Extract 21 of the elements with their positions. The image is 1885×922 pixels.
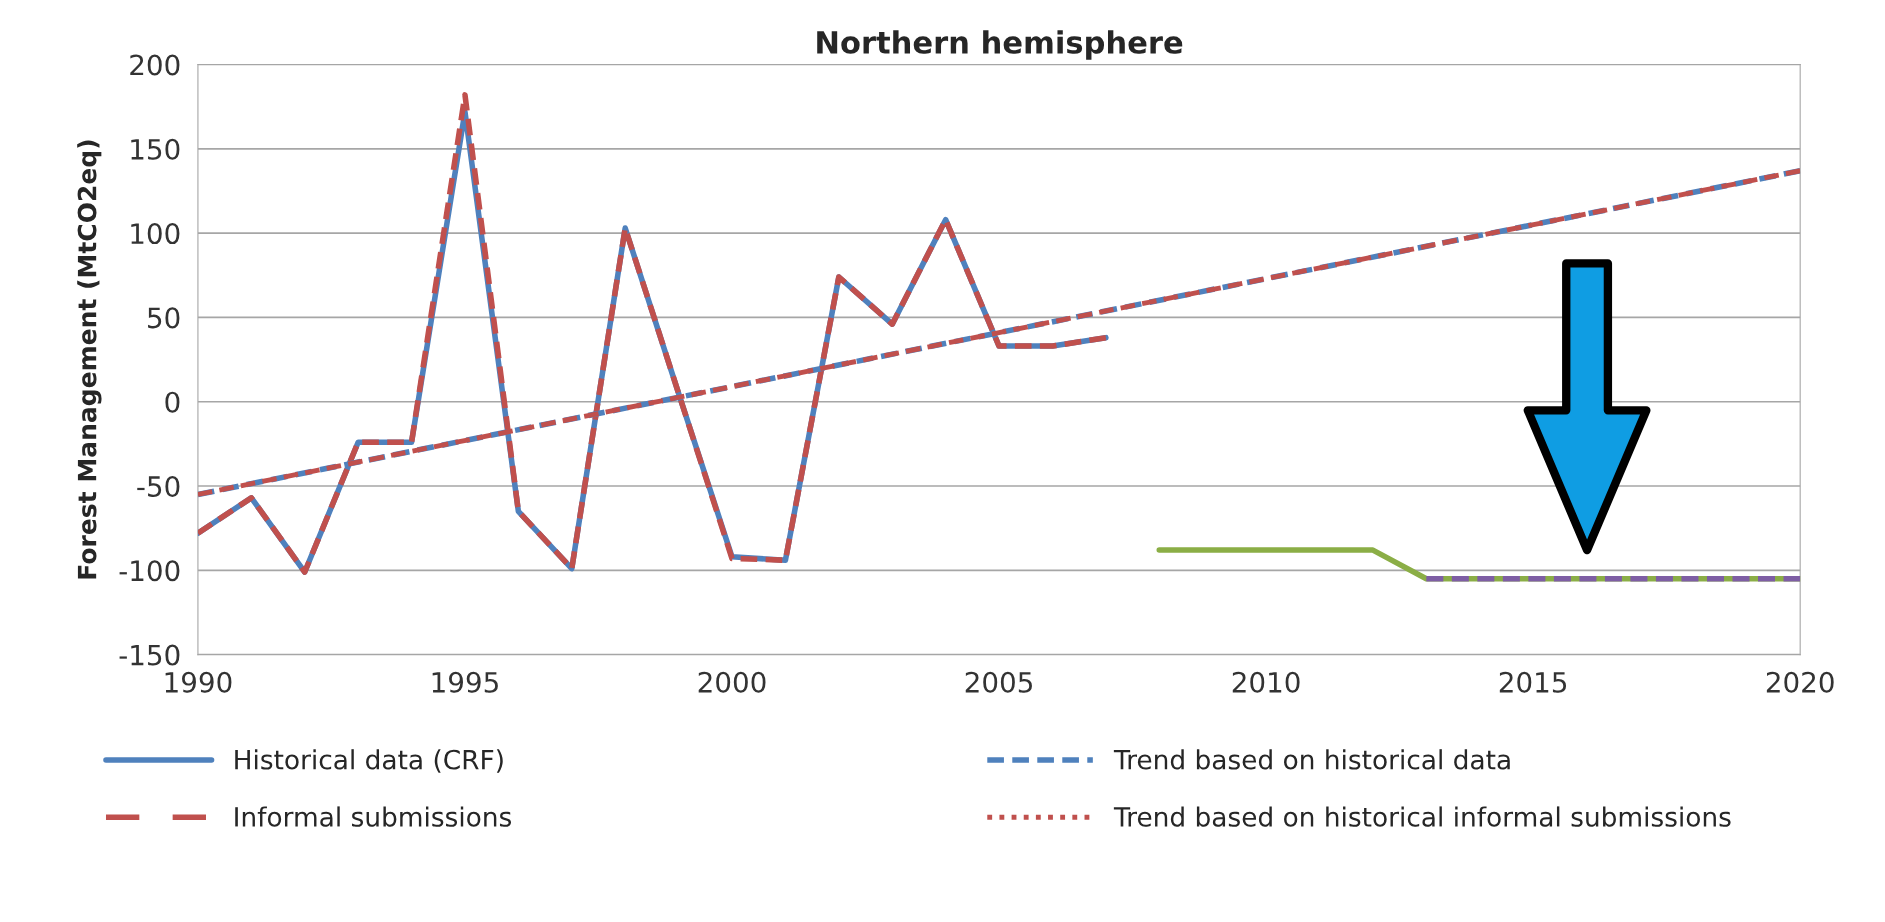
x-tick-label: 2015 — [1499, 671, 1567, 693]
x-tick-label: 2005 — [965, 671, 1032, 693]
legend-label: Informal submissions — [235, 806, 512, 827]
x-tick-label: 2000 — [698, 671, 766, 693]
x-tick-label: 2020 — [1766, 671, 1834, 693]
y-tick-label: 0 — [165, 391, 180, 413]
y-tick-label: 100 — [131, 223, 180, 245]
legend-label: Historical data (CRF) — [235, 749, 503, 773]
x-tick-label: 1995 — [432, 671, 498, 693]
y-tick-label: 150 — [131, 138, 180, 160]
y-tick-label: 200 — [130, 54, 180, 76]
y-tick-label: 50 — [148, 307, 180, 329]
chart-title: Northern hemisphere — [817, 30, 1183, 60]
y-axis-title: Forest Management (MtCO2eq) — [77, 140, 102, 579]
legend-label: Trend based on historical data — [1113, 749, 1510, 770]
y-tick-label: -100 — [119, 560, 180, 582]
y-tick-label: -50 — [137, 475, 180, 497]
legend-label: Trend based on historical informal submissions — [1113, 806, 1731, 827]
x-tick-label: 2010 — [1232, 671, 1300, 693]
y-tick-label: -150 — [119, 644, 180, 666]
x-tick-label: 1990 — [165, 671, 232, 693]
